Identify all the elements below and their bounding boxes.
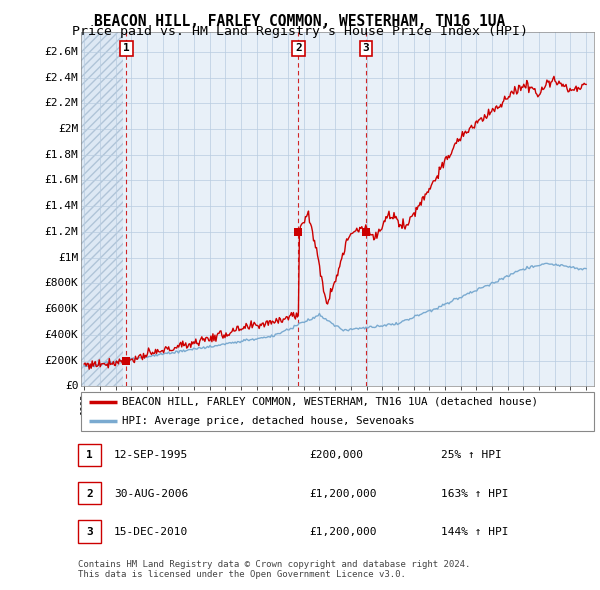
Text: £1.6M: £1.6M xyxy=(44,175,79,185)
Text: £2.2M: £2.2M xyxy=(44,99,79,108)
Bar xyxy=(81,32,124,386)
Text: 12-SEP-1995: 12-SEP-1995 xyxy=(114,451,188,460)
Text: £400K: £400K xyxy=(44,330,79,340)
Text: 3: 3 xyxy=(362,44,369,53)
Text: £200,000: £200,000 xyxy=(309,451,363,460)
Text: £1.2M: £1.2M xyxy=(44,227,79,237)
Text: £2M: £2M xyxy=(58,124,79,134)
Text: £800K: £800K xyxy=(44,278,79,289)
Text: £1,200,000: £1,200,000 xyxy=(309,489,377,499)
Text: HPI: Average price, detached house, Sevenoaks: HPI: Average price, detached house, Seve… xyxy=(122,416,415,426)
Text: 30-AUG-2006: 30-AUG-2006 xyxy=(114,489,188,499)
Text: Price paid vs. HM Land Registry's House Price Index (HPI): Price paid vs. HM Land Registry's House … xyxy=(72,25,528,38)
Text: 3: 3 xyxy=(86,527,93,537)
Text: 15-DEC-2010: 15-DEC-2010 xyxy=(114,527,188,537)
Text: 25% ↑ HPI: 25% ↑ HPI xyxy=(441,451,502,460)
Text: 2: 2 xyxy=(86,489,93,499)
Text: 144% ↑ HPI: 144% ↑ HPI xyxy=(441,527,509,537)
Text: 1: 1 xyxy=(86,451,93,460)
Text: £2.4M: £2.4M xyxy=(44,73,79,83)
Text: 1: 1 xyxy=(123,44,130,53)
Text: £1,200,000: £1,200,000 xyxy=(309,527,377,537)
Text: BEACON HILL, FARLEY COMMON, WESTERHAM, TN16 1UA (detached house): BEACON HILL, FARLEY COMMON, WESTERHAM, T… xyxy=(122,397,538,407)
Text: £0: £0 xyxy=(65,382,79,391)
Text: Contains HM Land Registry data © Crown copyright and database right 2024.
This d: Contains HM Land Registry data © Crown c… xyxy=(78,560,470,579)
Text: BEACON HILL, FARLEY COMMON, WESTERHAM, TN16 1UA: BEACON HILL, FARLEY COMMON, WESTERHAM, T… xyxy=(94,14,506,28)
FancyBboxPatch shape xyxy=(81,392,594,431)
Text: £1.8M: £1.8M xyxy=(44,150,79,160)
Text: 163% ↑ HPI: 163% ↑ HPI xyxy=(441,489,509,499)
Text: 2: 2 xyxy=(295,44,302,53)
Text: £200K: £200K xyxy=(44,356,79,366)
Text: £1M: £1M xyxy=(58,253,79,263)
Text: £600K: £600K xyxy=(44,304,79,314)
Text: £2.6M: £2.6M xyxy=(44,47,79,57)
Text: £1.4M: £1.4M xyxy=(44,201,79,211)
